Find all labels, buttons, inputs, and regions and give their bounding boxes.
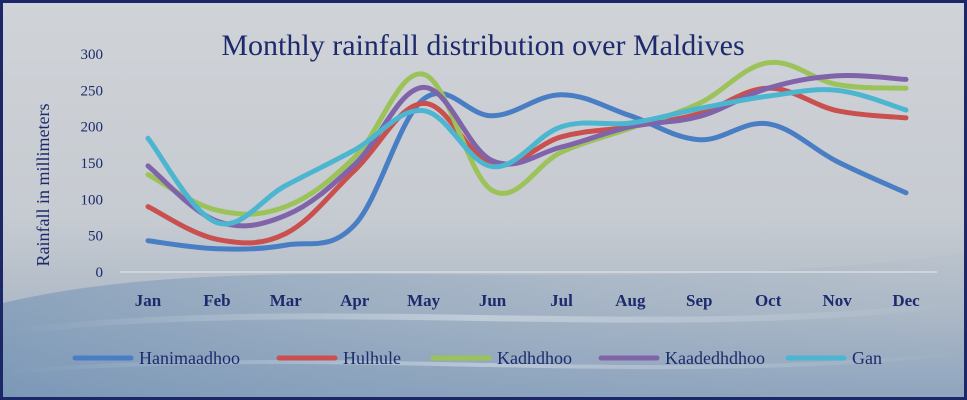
background-swoosh [3,300,964,336]
series-line-kadhdhoo [145,59,909,217]
rainfall-line-chart: Monthly rainfall distribution over Maldi… [3,29,964,397]
x-tick-label: Oct [755,291,782,310]
legend-label: Hanimaadhoo [139,348,240,368]
x-tick-label: Jul [550,291,573,310]
x-axis-ticks: Jan Feb Mar Apr May Jun Jul Aug Sep Oct Nov Dec [135,291,920,310]
series-line-hulhule [145,85,909,246]
x-tick-label: Aug [615,291,646,310]
y-axis-label: Rainfall in millimeters [33,104,53,267]
y-tick-label: 200 [81,120,104,136]
y-tick-label: 100 [81,192,104,208]
series-lines [145,59,909,252]
background-swoosh [3,351,964,375]
legend-item: Hanimaadhoo [72,348,240,368]
x-tick-label: Jan [135,291,162,310]
legend-label: Kadhdhoo [497,348,572,368]
legend-item: Kaadedhdhoo [598,348,765,368]
x-tick-label: May [407,291,441,310]
x-tick-label: Jun [479,291,507,310]
x-tick-label: Nov [822,291,852,310]
x-tick-label: Feb [203,291,230,310]
legend-label: Gan [852,348,882,368]
y-tick-label: 150 [81,156,104,172]
legend: Hanimaadhoo Hulhule Kadhdhoo Kaadedhdhoo Gan [72,348,882,368]
legend-label: Hulhule [343,348,401,368]
x-tick-label: Mar [270,291,303,310]
background-swoosh [3,253,964,397]
legend-item: Gan [785,348,882,368]
legend-item: Kadhdhoo [430,348,572,368]
legend-item: Hulhule [276,348,401,368]
x-tick-label: Sep [686,291,712,310]
y-tick-label: 300 [81,47,104,63]
chart-title: Monthly rainfall distribution over Maldi… [221,29,744,62]
series-line-gan [145,87,909,227]
y-tick-label: 250 [81,83,104,99]
y-axis-ticks: 0 50 100 150 200 250 300 [81,47,104,281]
series-line-hanimaadhoo [145,90,909,252]
y-tick-label: 50 [88,229,103,245]
y-tick-label: 0 [96,265,104,281]
x-tick-label: Apr [340,291,370,310]
x-tick-label: Dec [892,291,920,310]
legend-label: Kaadedhdhoo [665,348,765,368]
